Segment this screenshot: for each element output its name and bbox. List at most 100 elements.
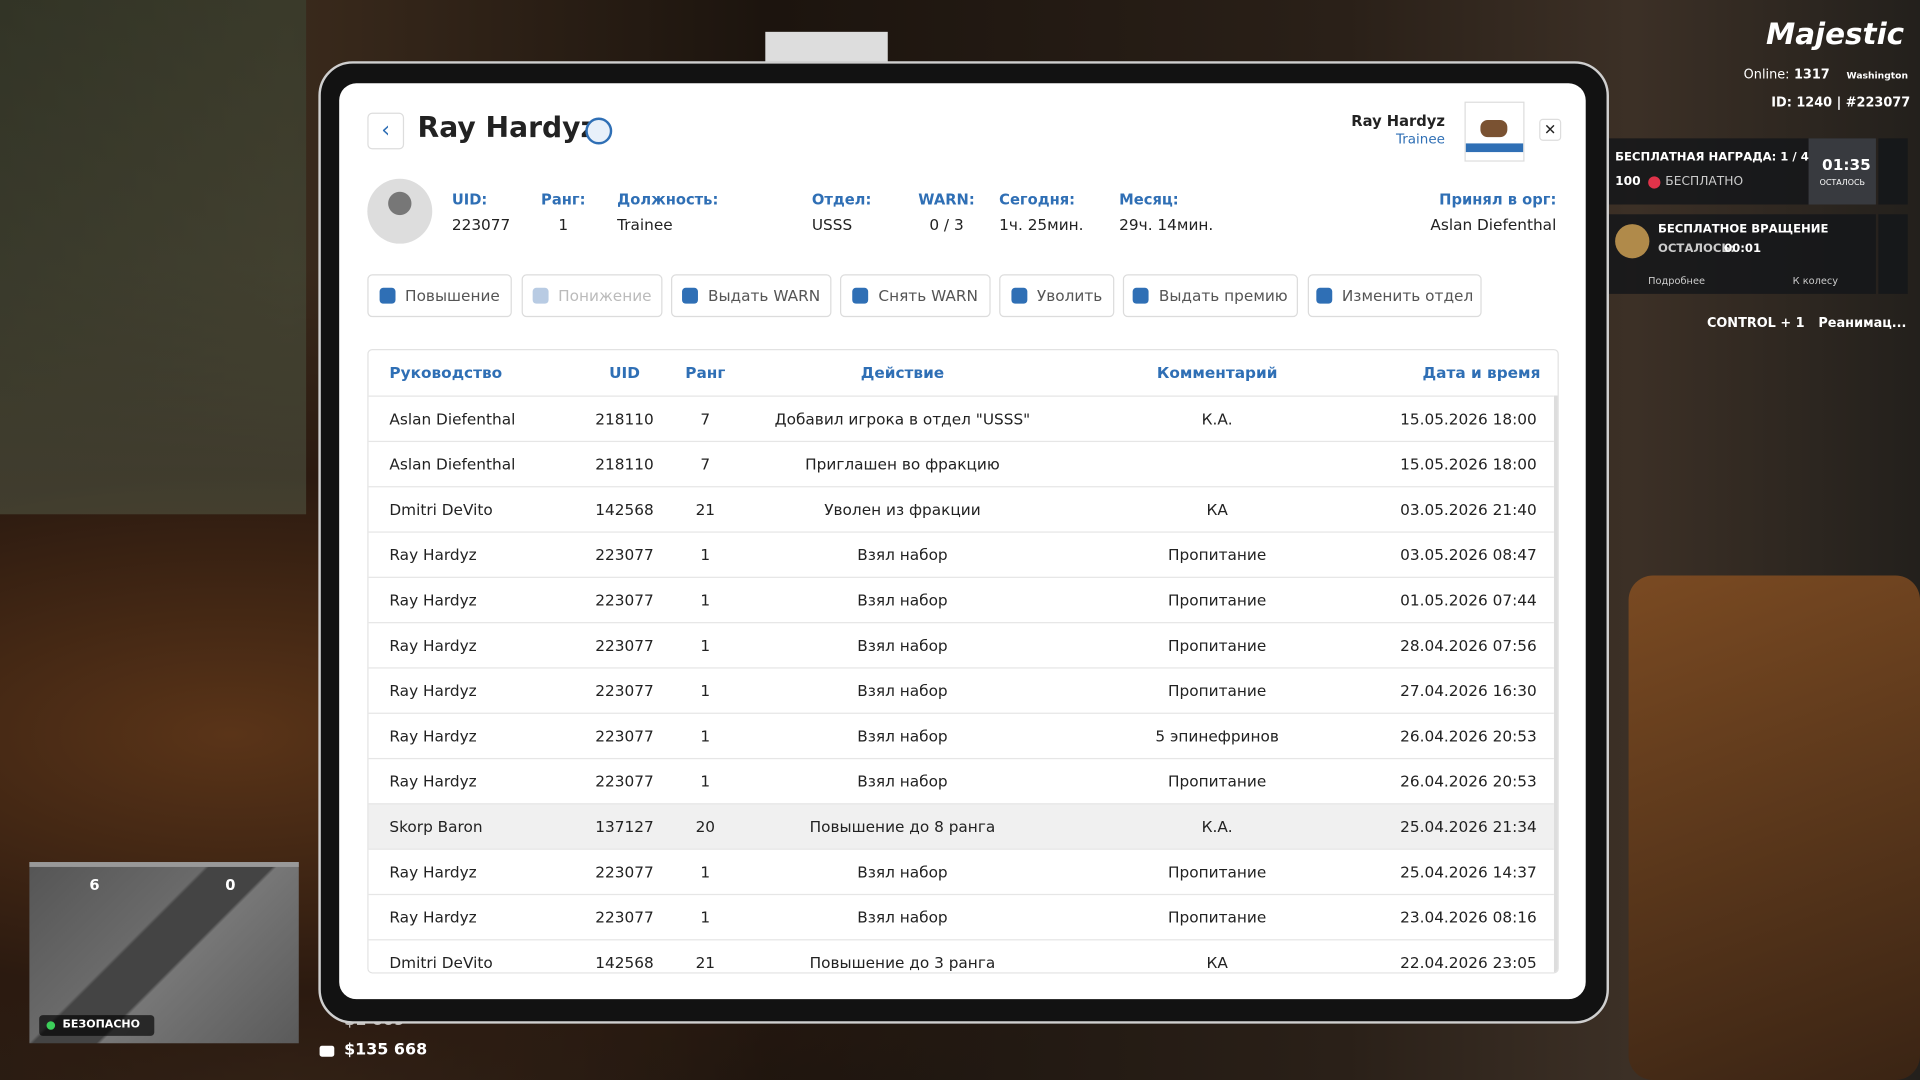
button-label: Понижение	[558, 286, 652, 305]
spin-title: БЕСПЛАТНОЕ ВРАЩЕНИЕ	[1657, 222, 1829, 237]
table-row: Aslan Diefenthal 218110 7 Приглашен во фрак…	[368, 440, 1554, 487]
coin-icon	[1648, 176, 1661, 189]
wheel-icon	[1615, 224, 1650, 259]
table-cell: 03.05.2026 21:40	[1400, 500, 1537, 519]
table-cell: 7	[700, 454, 711, 474]
action-button[interactable]: Уволить	[999, 274, 1115, 318]
table-cell: Ray Hardyz	[389, 590, 477, 610]
table-cell: Пропитание	[1168, 590, 1267, 610]
stat-value: Trainee	[617, 215, 673, 234]
health-bar	[29, 862, 299, 867]
box	[765, 31, 888, 64]
table-cell: 1	[700, 772, 711, 791]
online-count: 1317	[1793, 67, 1830, 83]
reward-free: БЕСПЛАТНО	[1665, 175, 1744, 189]
button-icon	[852, 287, 869, 304]
table-cell: 1	[700, 862, 711, 882]
stat-label: Принял в орг:	[1439, 191, 1557, 209]
table-row: Ray Hardyz 223077 1 Взял набор Пропитание 26.…	[368, 757, 1554, 804]
table-cell: Взял набор	[857, 862, 948, 882]
stat-label: Ранг:	[541, 191, 586, 209]
table-cell: 5 эпинефринов	[1155, 726, 1279, 746]
table-cell: Взял набор	[857, 726, 948, 746]
money-cash: $135 668	[344, 1040, 428, 1060]
table-cell: Уволен из фракции	[824, 500, 981, 519]
action-button[interactable]: Выдать премию	[1122, 274, 1298, 318]
online: Online: 1317	[1744, 67, 1830, 82]
close-button[interactable]: ✕	[1539, 118, 1562, 141]
action-button[interactable]: Повышение	[367, 274, 512, 318]
zone: БЕЗОПАСНО	[62, 1018, 141, 1032]
table-cell: 1	[700, 590, 711, 610]
table-cell: 1	[700, 545, 711, 564]
stat-label: Должность:	[617, 191, 719, 209]
table-cell: 223077	[595, 907, 654, 927]
table-cell: Взял набор	[857, 772, 948, 791]
table-cell: Пропитание	[1168, 862, 1267, 882]
avatar	[367, 178, 433, 244]
stat-label: UID:	[451, 191, 488, 209]
action-button[interactable]: Выдать WARN	[671, 274, 832, 318]
spin-wheel[interactable]: К колесу	[1792, 275, 1839, 287]
stat-value: 0 / 3	[929, 215, 964, 234]
table-cell: Приглашен во фракцию	[805, 454, 1000, 474]
table-cell: Взял набор	[857, 907, 948, 927]
minimap: 6 0 БЕЗОПАСНО	[29, 862, 299, 1044]
stat-label: Сегодня:	[999, 191, 1076, 209]
map-left: 6	[89, 876, 100, 894]
table-cell: 1	[700, 907, 711, 927]
button-label: Снять WARN	[878, 286, 978, 305]
table-cell: 223077	[595, 726, 654, 746]
table-cell: Aslan Diefenthal	[389, 454, 516, 474]
map-right: 0	[225, 876, 236, 894]
table-row: Aslan Diefenthal 218110 7 Добавил игрока в …	[368, 395, 1554, 441]
table-cell: 21	[695, 953, 716, 972]
stat-value: Aslan Diefenthal	[1430, 215, 1557, 234]
table-cell: Ray Hardyz	[389, 636, 477, 655]
table-cell: Пропитание	[1168, 681, 1267, 700]
table-cell: Ray Hardyz	[389, 545, 477, 564]
current-user: Ray Hardyz	[1351, 112, 1445, 130]
reward-title: БЕСПЛАТНАЯ НАГРАДА: 1 / 4	[1615, 150, 1809, 165]
table-cell: 15.05.2026 18:00	[1400, 409, 1537, 428]
spin-time: 00:01	[1724, 242, 1762, 256]
table-cell: 25.04.2026 21:34	[1400, 817, 1537, 836]
table-cell: Добавил игрока в отдел "USSS"	[774, 409, 1031, 428]
tablet-screen: ‹ Ray Hardyz Ray Hardyz Trainee ✕ UID: 22…	[339, 83, 1586, 1000]
table-cell: Пропитание	[1168, 545, 1267, 564]
spin-more[interactable]: Подробнее	[1648, 275, 1706, 287]
spin-side[interactable]	[1878, 214, 1908, 294]
button-icon	[1011, 287, 1028, 304]
user-icon	[585, 117, 613, 145]
table-cell: 223077	[595, 681, 654, 700]
reward-amount: 100	[1615, 175, 1641, 189]
stat-label: Отдел:	[811, 191, 872, 209]
action-button[interactable]: Понижение	[521, 274, 663, 318]
table-row: Ray Hardyz 223077 1 Взял набор Пропитание 23.…	[368, 893, 1554, 940]
button-icon	[1316, 287, 1333, 304]
table-cell: Ray Hardyz	[389, 907, 477, 927]
action-button[interactable]: Снять WARN	[840, 274, 991, 318]
table-row: Ray Hardyz 223077 1 Взял набор Пропитание 01.…	[368, 576, 1554, 623]
stat-label: Месяц:	[1119, 191, 1179, 209]
column-header: Ранг	[685, 363, 726, 382]
stat-label: WARN:	[918, 191, 975, 209]
button-icon	[379, 287, 396, 304]
reward-left: ОСТАЛОСЬ	[1819, 177, 1865, 188]
reward-side[interactable]	[1878, 138, 1908, 205]
current-role: Trainee	[1395, 131, 1445, 147]
table-cell: 1	[700, 681, 711, 700]
table-cell: 218110	[595, 454, 654, 474]
button-label: Выдать WARN	[707, 286, 821, 305]
table-cell: 1	[700, 636, 711, 655]
back-button[interactable]: ‹	[367, 112, 405, 150]
table-cell: КА	[1206, 953, 1228, 972]
log-table: Руководство UID Ранг Действие Комментарий Дат…	[367, 348, 1559, 974]
zone-dot	[46, 1021, 56, 1030]
action-button[interactable]: Изменить отдел	[1307, 274, 1482, 318]
table-cell: 26.04.2026 20:53	[1400, 726, 1537, 746]
server: Washington	[1846, 69, 1909, 81]
table-row: Ray Hardyz 223077 1 Взял набор Пропитание 25.…	[368, 848, 1554, 894]
